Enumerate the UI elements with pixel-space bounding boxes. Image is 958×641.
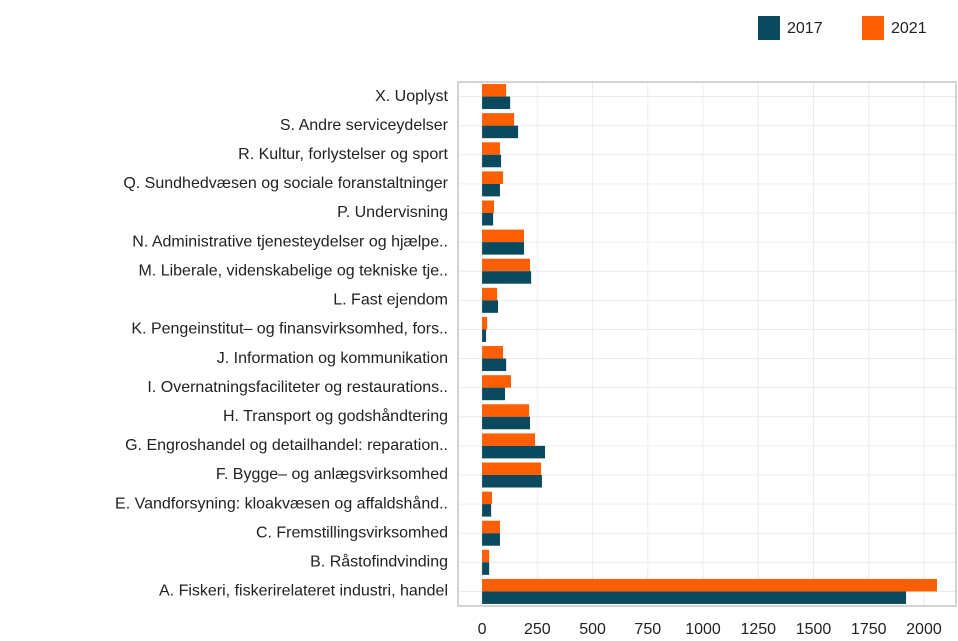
bar (482, 125, 519, 139)
bar (482, 183, 500, 197)
x-tick-label: 0 (478, 621, 487, 636)
y-tick-label: A. Fiskeri, fiskerirelateret industri, h… (159, 583, 448, 600)
y-tick-label: S. Andre serviceydelser (280, 117, 449, 134)
bar (482, 433, 536, 446)
bar (482, 491, 493, 505)
legend-label: 2021 (891, 20, 927, 37)
bar (482, 258, 531, 272)
y-tick-label: N. Administrative tjenesteydelser og hjæ… (132, 233, 448, 250)
y-tick-label: G. Engroshandel og detailhandel: reparat… (125, 437, 448, 454)
y-tick-label: I. Overnatningsfaciliteter og restaurati… (147, 379, 448, 396)
bar (482, 387, 506, 401)
legend-label: 2017 (787, 20, 823, 37)
y-tick-label: J. Information og kommunikation (217, 350, 448, 367)
bar (482, 562, 490, 575)
y-tick-label: B. Råstofindvinding (310, 553, 448, 571)
x-tick-label: 1750 (851, 621, 887, 636)
y-tick-label: C. Fremstillingsvirksomhed (256, 524, 448, 541)
y-tick-label: R. Kultur, forlystelser og sport (238, 146, 448, 163)
x-tick-label: 1250 (740, 621, 776, 636)
x-tick-label: 750 (634, 621, 661, 636)
y-tick-label: X. Uoplyst (375, 88, 448, 105)
x-tick-label: 1500 (796, 621, 832, 636)
y-tick-label: H. Transport og godshåndtering (223, 407, 448, 425)
bar (482, 271, 532, 284)
y-tick-label: K. Pengeinstitut– og finansvirksomhed, f… (131, 321, 448, 338)
bar (482, 113, 515, 126)
bar (482, 504, 492, 517)
bar (482, 213, 494, 226)
bar (482, 287, 498, 301)
bar (482, 445, 546, 459)
plot-border (457, 81, 957, 607)
bar (482, 533, 500, 546)
bar (482, 171, 504, 184)
bar (482, 591, 907, 604)
bar (482, 229, 525, 243)
bar (482, 475, 542, 488)
bar (482, 84, 507, 97)
x-tick-label: 1000 (685, 621, 721, 636)
y-tick-label: E. Vandforsyning: kloakvæsen og affaldsh… (115, 494, 448, 512)
y-tick-label: M. Liberale, videnskabelige og tekniske … (138, 262, 448, 279)
bar (482, 300, 498, 313)
bar (482, 416, 531, 430)
y-tick-label: P. Undervisning (337, 204, 448, 221)
legend-swatch (758, 16, 780, 40)
bar (482, 316, 488, 330)
legend-swatch (862, 16, 884, 40)
x-tick-label: 2000 (906, 621, 942, 636)
bar (482, 358, 507, 372)
y-tick-label: L. Fast ejendom (333, 292, 448, 309)
bar (482, 242, 525, 255)
bar (482, 142, 500, 155)
x-tick-label: 250 (524, 621, 551, 636)
bar (482, 200, 495, 213)
bar (482, 578, 937, 592)
x-tick-label: 500 (579, 621, 606, 636)
bar (482, 549, 490, 563)
bar (482, 329, 487, 342)
bar (482, 462, 542, 475)
bar (482, 96, 511, 110)
y-tick-label: F. Bygge– og anlægsvirksomhed (216, 466, 448, 483)
bar (482, 154, 502, 168)
bar (482, 375, 512, 388)
bar (482, 346, 504, 359)
bar (482, 520, 500, 534)
y-tick-label: Q. Sundhedvæsen og sociale foranstaltnin… (123, 175, 448, 192)
bar (482, 404, 530, 417)
